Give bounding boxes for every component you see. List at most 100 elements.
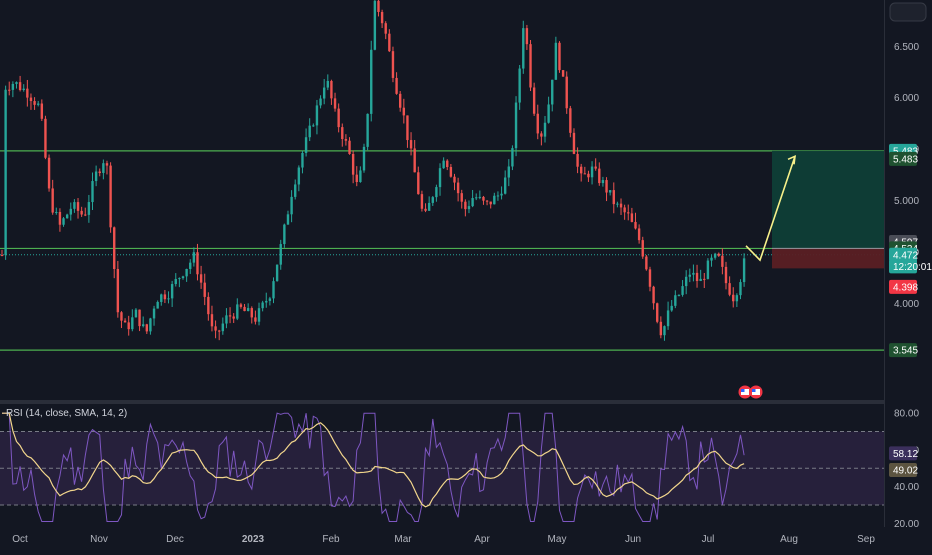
candle-body — [250, 308, 253, 318]
candle-body — [199, 274, 203, 283]
candle-body — [275, 264, 279, 282]
candle-body — [522, 28, 525, 69]
candle-body — [525, 28, 529, 45]
candle-body — [22, 88, 25, 91]
candle-body — [641, 240, 644, 257]
candle-body — [605, 180, 608, 193]
candle-body — [359, 170, 362, 182]
time-tick-label: Jun — [625, 534, 641, 545]
candle-body — [214, 326, 217, 331]
candle-body — [170, 284, 174, 299]
candle-body — [413, 148, 416, 173]
projection-arrow[interactable] — [745, 155, 796, 262]
candle-body — [630, 213, 634, 222]
candle-body — [312, 125, 315, 127]
candle-body — [152, 308, 156, 319]
candle-body — [232, 316, 235, 319]
candle-body — [265, 300, 268, 303]
candle-body — [695, 272, 699, 282]
candle-body — [330, 80, 333, 99]
time-tick-label: Mar — [394, 534, 412, 545]
candle-body — [207, 296, 210, 315]
candle-body — [540, 133, 543, 137]
time-tick-label: Feb — [322, 534, 340, 545]
candle-body — [272, 281, 275, 299]
candle-body — [113, 227, 116, 270]
candle-body — [268, 298, 272, 301]
candle-body — [105, 163, 109, 166]
candle-body — [228, 315, 232, 317]
time-tick-label: Apr — [474, 534, 490, 545]
price-tick-label: 6.000 — [894, 93, 919, 104]
candle-body — [373, 0, 377, 50]
candle-body — [243, 306, 246, 312]
candle-body — [561, 70, 565, 77]
price-badge — [889, 259, 917, 274]
candle-body — [612, 190, 615, 205]
candle-body — [304, 137, 308, 153]
candle-body — [123, 320, 127, 323]
candle-body — [297, 167, 301, 185]
rsi-sma-line — [2, 412, 745, 508]
time-tick-label: Oct — [12, 534, 28, 545]
candle-body — [735, 295, 739, 302]
candle-body — [26, 88, 29, 98]
candle-body — [149, 318, 152, 332]
rsi-sma-label: 49.02 — [893, 466, 918, 477]
candle-body — [742, 258, 746, 283]
candle-body — [380, 11, 384, 24]
candle-body — [337, 108, 340, 128]
candle-body — [420, 194, 424, 209]
event-flag-canton — [741, 389, 745, 392]
candle-body — [554, 42, 558, 80]
candle-body — [377, 0, 380, 12]
event-markers[interactable] — [738, 385, 763, 399]
candle-body — [91, 181, 94, 203]
candle-body — [713, 253, 717, 258]
rsi-tick-label: 40.00 — [894, 482, 919, 493]
candle-body — [344, 139, 348, 141]
candle-body — [645, 256, 648, 270]
candle-body — [511, 148, 514, 167]
rsi-legend[interactable]: RSI (14, close, SMA, 14, 2) — [6, 408, 128, 419]
candle-body — [500, 193, 503, 196]
candle-body — [178, 278, 181, 280]
candle-body — [688, 274, 691, 277]
candle-body — [120, 312, 123, 321]
candle-body — [590, 166, 594, 178]
candlestick-series — [0, 0, 746, 341]
candle-body — [677, 294, 681, 296]
rsi-tick-label: 80.00 — [894, 409, 919, 420]
candle-body — [221, 323, 225, 332]
candle-body — [674, 295, 677, 306]
long-position-tool[interactable] — [772, 150, 884, 269]
candle-body — [283, 224, 286, 245]
candle-body — [684, 276, 688, 287]
candle-body — [141, 324, 145, 327]
candle-body — [116, 269, 120, 313]
candle-body — [351, 153, 355, 175]
time-axis[interactable]: Oct Nov Dec 2023 Feb Mar Apr May Jun Jul Aug Sep — [0, 527, 932, 550]
candle-body — [210, 314, 214, 327]
rsi-value-badge — [889, 446, 917, 461]
candle-body — [543, 122, 547, 137]
candle-body — [167, 298, 170, 300]
candle-body — [8, 89, 11, 91]
time-tick-label: 2023 — [242, 534, 265, 545]
horizontal-levels[interactable] — [0, 150, 884, 351]
candle-body — [145, 324, 148, 332]
candle-body — [366, 113, 369, 147]
candle-body — [724, 266, 728, 284]
candle-body — [493, 195, 496, 205]
candle-body — [670, 305, 673, 311]
candle-body — [456, 182, 460, 194]
candle-body — [580, 166, 583, 174]
candle-body — [156, 301, 159, 309]
candle-body — [529, 44, 532, 88]
candle-body — [464, 201, 467, 210]
candle-body — [656, 303, 659, 322]
candle-body — [739, 282, 742, 296]
